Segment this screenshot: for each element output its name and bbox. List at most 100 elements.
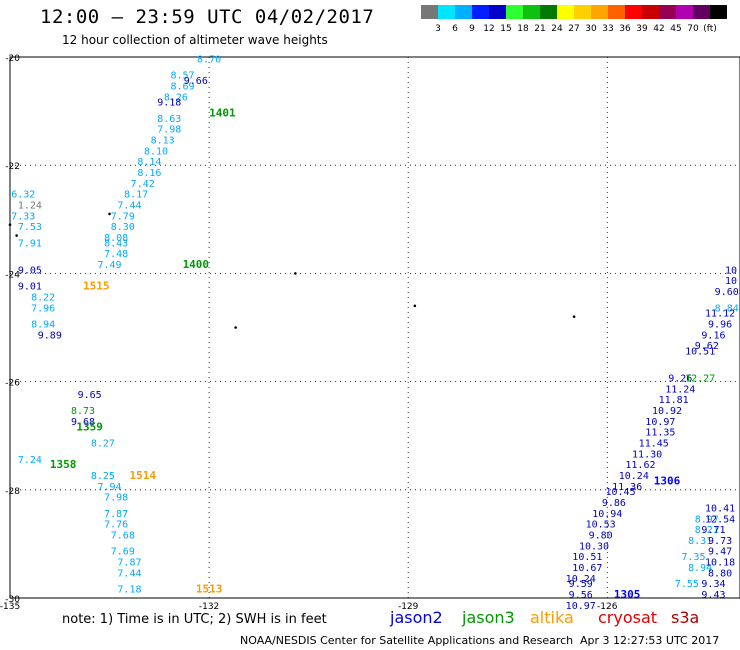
wave-height-label: 7.87 (117, 558, 141, 569)
color-scale-label: 15 (500, 24, 511, 34)
color-scale-label: 36 (619, 24, 631, 34)
footer-timestamp: Apr 3 12:27:53 UTC 2017 (580, 634, 720, 647)
color-scale-swatch (557, 5, 574, 19)
wave-height-label: 7.44 (117, 200, 141, 211)
color-scale-label: 39 (636, 24, 648, 34)
color-scale-swatch (608, 5, 625, 19)
wave-height-label: 9.05 (18, 265, 42, 276)
wave-height-label: 9.86 (602, 498, 626, 509)
y-tick-label: -28 (5, 487, 20, 497)
wave-height-label: 7.53 (18, 222, 42, 233)
color-scale-swatch (591, 5, 608, 19)
wave-height-label: 8.22 (31, 292, 55, 303)
wave-height-label: 9.01 (18, 282, 42, 293)
color-scale-label: 70 (687, 24, 699, 34)
units-note: note: 1) Time is in UTC; 2) SWH is in fe… (62, 612, 327, 627)
legend-jason3-label: jason3 (462, 608, 515, 627)
wave-height-label: 7.96 (31, 303, 55, 314)
footer-source: NOAA/NESDIS Center for Satellite Applica… (240, 634, 574, 647)
wave-height-label: 9.43 (701, 590, 725, 601)
color-scale-label: 18 (517, 24, 529, 34)
legend-cryosat: cryosat (598, 608, 657, 627)
wave-height-label: 10.92 (652, 406, 682, 417)
wave-height-label: 7.68 (111, 530, 135, 541)
wave-height-label: 8.73 (71, 406, 95, 417)
wave-height-label: 8.25 (91, 471, 115, 482)
x-tick-label: -129 (398, 602, 419, 612)
color-scale-label: 45 (670, 24, 681, 34)
color-scale-label: 42 (653, 24, 664, 34)
color-scale-swatch (642, 5, 659, 19)
wave-height-label: 10.04 (725, 265, 740, 276)
wave-height-label: 11.81 (659, 395, 689, 406)
legend-altika: altika (530, 608, 574, 627)
wave-height-label: 10.24 (566, 574, 596, 585)
x-tick-label: -132 (199, 602, 219, 612)
wave-height-label: 9.47 (708, 547, 732, 558)
color-scale-swatch (455, 5, 472, 19)
wave-height-label: 7.87 (104, 509, 128, 520)
wave-height-label: 8.21 (695, 525, 719, 536)
pass-time-label: 1515 (83, 280, 110, 293)
wave-height-label: 7.24 (18, 455, 42, 466)
legend-jason3: jason3 (462, 608, 515, 627)
wave-height-label: 10.30 (579, 541, 609, 552)
color-scale-label: 30 (585, 24, 597, 34)
x-tick-label: -126 (597, 602, 618, 612)
pass-time-label: 1400 (183, 258, 210, 271)
wave-height-label: 12.27 (685, 374, 715, 385)
color-scale-swatch (676, 5, 693, 19)
island-marker (108, 212, 111, 216)
color-scale-swatch (506, 5, 523, 19)
wave-height-label: 9.71 (701, 525, 725, 536)
island-marker (234, 326, 237, 329)
wave-height-label: 10.45 (605, 487, 635, 498)
pass-time-label: 1401 (209, 107, 236, 120)
wave-height-label: 8.94 (688, 563, 712, 574)
wave-height-label: 7.55 (675, 579, 699, 590)
y-tick-label: -26 (5, 379, 20, 389)
wave-height-label: 7.18 (117, 585, 141, 596)
wave-height-label: 10.94 (592, 509, 622, 520)
wave-height-label: 9.16 (701, 330, 725, 341)
wave-height-label: 7.94 (97, 482, 121, 493)
wave-height-label: 7.33 (11, 211, 35, 222)
wave-height-label: 7.42 (131, 179, 155, 190)
wave-height-label: 8.10 (144, 146, 168, 157)
color-scale-label: 21 (534, 24, 545, 34)
pass-time-label: 1359 (76, 420, 103, 433)
color-scale-swatch (438, 5, 455, 19)
wave-height-label: 10.24 (619, 471, 649, 482)
legend-cryosat-label: cryosat (598, 608, 658, 627)
wave-height-label: 10.53 (586, 520, 616, 531)
wave-height-label: 6.32 (11, 190, 35, 201)
legend-jason2-label: jason2 (390, 608, 443, 627)
color-scale-swatch (489, 5, 506, 19)
color-scale-swatch (710, 5, 727, 19)
wave-height-label: 8.97 (695, 514, 719, 525)
wave-height-label: 7.91 (18, 238, 42, 249)
legend-altika-label: altika (530, 608, 574, 627)
island-marker (413, 304, 417, 308)
wave-height-label: 10.41 (705, 503, 735, 514)
wave-height-label: 9.26 (668, 374, 692, 385)
wave-height-label: 8.63 (157, 114, 181, 125)
island-marker (294, 272, 297, 275)
y-tick-label: -22 (5, 162, 20, 172)
wave-height-label: 11.12 (705, 309, 735, 320)
wave-height-label: 11.35 (645, 428, 675, 439)
island-marker (572, 315, 576, 318)
wave-height-label: 8.69 (170, 81, 194, 92)
color-scale-swatch (421, 5, 438, 19)
wave-height-label: 9.62 (695, 341, 719, 352)
color-scale-swatch (574, 5, 591, 19)
pass-time-label: 1358 (50, 458, 77, 471)
wave-height-label: 8.17 (124, 190, 148, 201)
wave-height-label: 11.45 (639, 439, 669, 450)
wave-height-label: 8.27 (91, 439, 115, 450)
color-scale-swatch (693, 5, 710, 19)
wave-height-label: 7.79 (111, 211, 135, 222)
wave-height-label: 10.71 (725, 276, 740, 287)
wave-height-label: 8.13 (151, 136, 175, 147)
color-scale-swatch (540, 5, 557, 19)
